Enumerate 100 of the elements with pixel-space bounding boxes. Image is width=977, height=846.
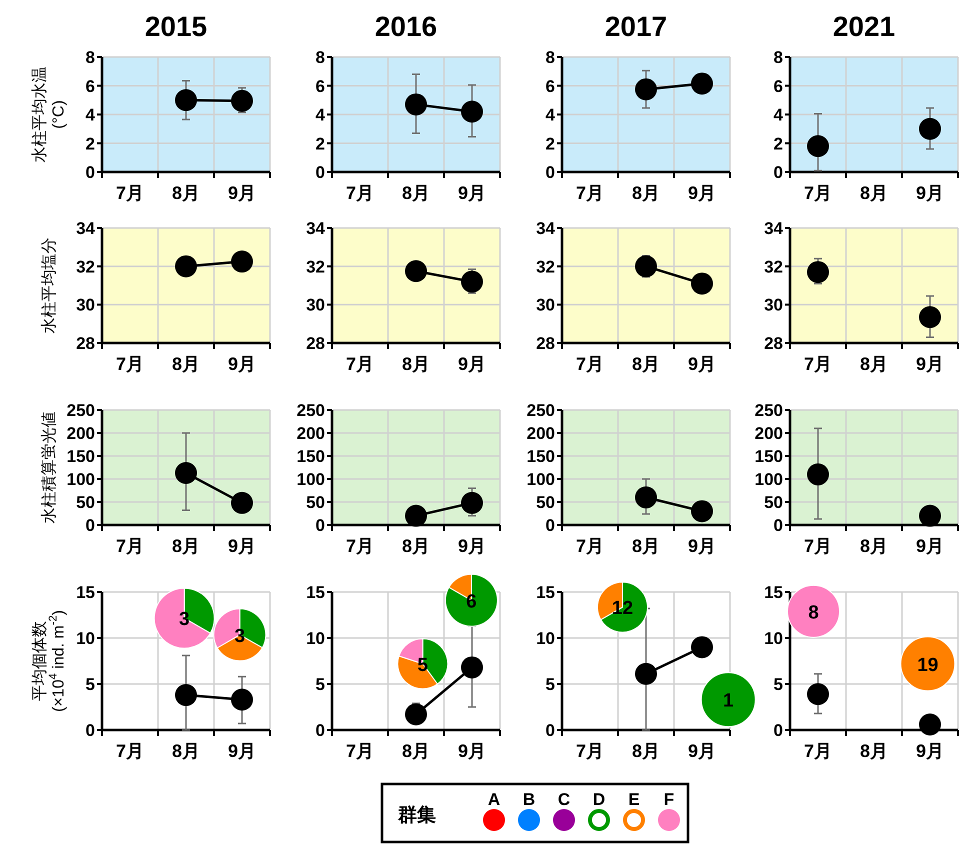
y-tick-label: 32	[76, 257, 95, 276]
x-tick-label: 8月	[632, 741, 660, 761]
y-tick-label: 150	[754, 447, 783, 466]
y-tick-label: 32	[764, 257, 783, 276]
chart-title: 2015	[144, 11, 208, 42]
y-tick-label: 34	[536, 219, 556, 238]
x-tick-label: 7月	[804, 354, 832, 374]
annotation: 1	[723, 690, 734, 712]
x-tick-label: 9月	[688, 354, 716, 374]
y-tick-label: 10	[76, 629, 95, 648]
y-tick-label: 2	[546, 134, 555, 154]
y-tick-label: 32	[306, 257, 325, 276]
annotation: 19	[917, 654, 938, 676]
y-tick-label: 28	[536, 334, 555, 353]
y-tick-label: 150	[526, 447, 555, 466]
x-tick-label: 7月	[576, 183, 604, 203]
y-tick-label: 50	[536, 493, 555, 512]
x-tick-label: 7月	[346, 536, 374, 556]
x-tick-label: 7月	[116, 354, 144, 374]
x-tick-label: 9月	[458, 536, 486, 556]
x-tick-label: 8月	[402, 354, 430, 374]
x-tick-label: 9月	[458, 741, 486, 761]
category-label: A	[488, 790, 500, 809]
y-tick-label: 50	[764, 493, 783, 512]
annotation: 3	[179, 609, 190, 630]
x-tick-label: 8月	[402, 183, 430, 203]
y-tick-label: 8	[316, 48, 325, 67]
x-tick-label: 9月	[228, 536, 256, 556]
y-tick-label: 15	[536, 583, 555, 602]
y-tick-label: 0	[546, 721, 555, 740]
y-tick-label: 2	[86, 134, 95, 154]
y-tick-label: 30	[76, 296, 95, 315]
y-tick-label: 5	[86, 675, 95, 694]
x-tick-label: 7月	[116, 741, 144, 761]
y-tick-label: 0	[546, 516, 555, 535]
category-label: C	[558, 790, 570, 809]
y-tick-label: 4	[86, 106, 96, 124]
x-tick-label: 8月	[402, 741, 430, 761]
x-tick-label: 7月	[804, 741, 832, 761]
x-tick-label: 8月	[632, 536, 660, 556]
y-tick-label: 100	[66, 470, 95, 489]
x-tick-label: 7月	[576, 354, 604, 374]
x-tick-label: 7月	[346, 741, 374, 761]
y-tick-label: 6	[546, 76, 555, 96]
y-tick-label: 30	[536, 296, 555, 315]
chart-title: 2017	[604, 11, 668, 42]
category-label: D	[592, 790, 606, 809]
y-axis-title: 水柱平均水温 (°C)	[30, 66, 68, 162]
y-tick-label: 100	[526, 470, 555, 489]
x-tick-label: 9月	[688, 741, 716, 761]
x-tick-label: 8月	[632, 183, 660, 203]
y-tick-label: 4	[774, 106, 784, 124]
y-tick-label: 28	[76, 334, 95, 353]
x-tick-label: 8月	[860, 536, 888, 556]
y-tick-label: 200	[754, 424, 783, 443]
y-tick-label: 34	[764, 219, 784, 238]
y-tick-label: 250	[754, 401, 783, 420]
x-tick-label: 8月	[172, 741, 200, 761]
x-tick-label: 9月	[228, 354, 256, 374]
y-tick-label: 30	[306, 296, 325, 315]
x-tick-label: 7月	[576, 741, 604, 761]
y-tick-label: 50	[306, 493, 325, 512]
y-tick-label: 5	[546, 675, 555, 694]
x-tick-label: 8月	[172, 536, 200, 556]
chart-title: 2021	[832, 11, 896, 42]
y-tick-label: 15	[76, 583, 95, 602]
y-tick-label: 100	[296, 470, 325, 489]
x-tick-label: 8月	[402, 536, 430, 556]
y-tick-label: 200	[66, 424, 95, 443]
x-tick-label: 8月	[632, 354, 660, 374]
x-tick-label: 8月	[172, 183, 200, 203]
x-tick-label: 9月	[916, 354, 944, 374]
y-tick-label: 50	[76, 493, 95, 512]
y-tick-label: 10	[764, 629, 783, 648]
y-tick-label: 0	[316, 721, 325, 740]
x-tick-label: 9月	[916, 536, 944, 556]
y-tick-label: 4	[546, 106, 556, 124]
y-tick-label: 28	[764, 334, 783, 353]
y-tick-label: 200	[526, 424, 555, 443]
x-tick-label: 9月	[458, 354, 486, 374]
x-tick-label: 7月	[804, 183, 832, 203]
x-tick-label: 9月	[688, 183, 716, 203]
y-tick-label: 250	[526, 401, 555, 420]
y-tick-label: 0	[86, 163, 95, 182]
y-tick-label: 6	[86, 76, 95, 96]
annotation: 6	[466, 591, 477, 612]
chart-title: 2016	[374, 11, 438, 42]
y-tick-label: 4	[316, 106, 326, 124]
x-tick-label: 9月	[688, 536, 716, 556]
y-tick-label: 0	[316, 163, 325, 182]
y-tick-label: 0	[774, 721, 783, 740]
y-tick-label: 6	[774, 76, 783, 96]
x-tick-label: 9月	[916, 741, 944, 761]
y-tick-label: 34	[76, 219, 96, 238]
x-tick-label: 8月	[172, 354, 200, 374]
y-tick-label: 32	[536, 257, 555, 276]
pie-slice	[444, 574, 498, 627]
y-tick-label: 28	[306, 334, 325, 353]
x-tick-label: 8月	[860, 741, 888, 761]
y-tick-label: 15	[306, 583, 325, 602]
